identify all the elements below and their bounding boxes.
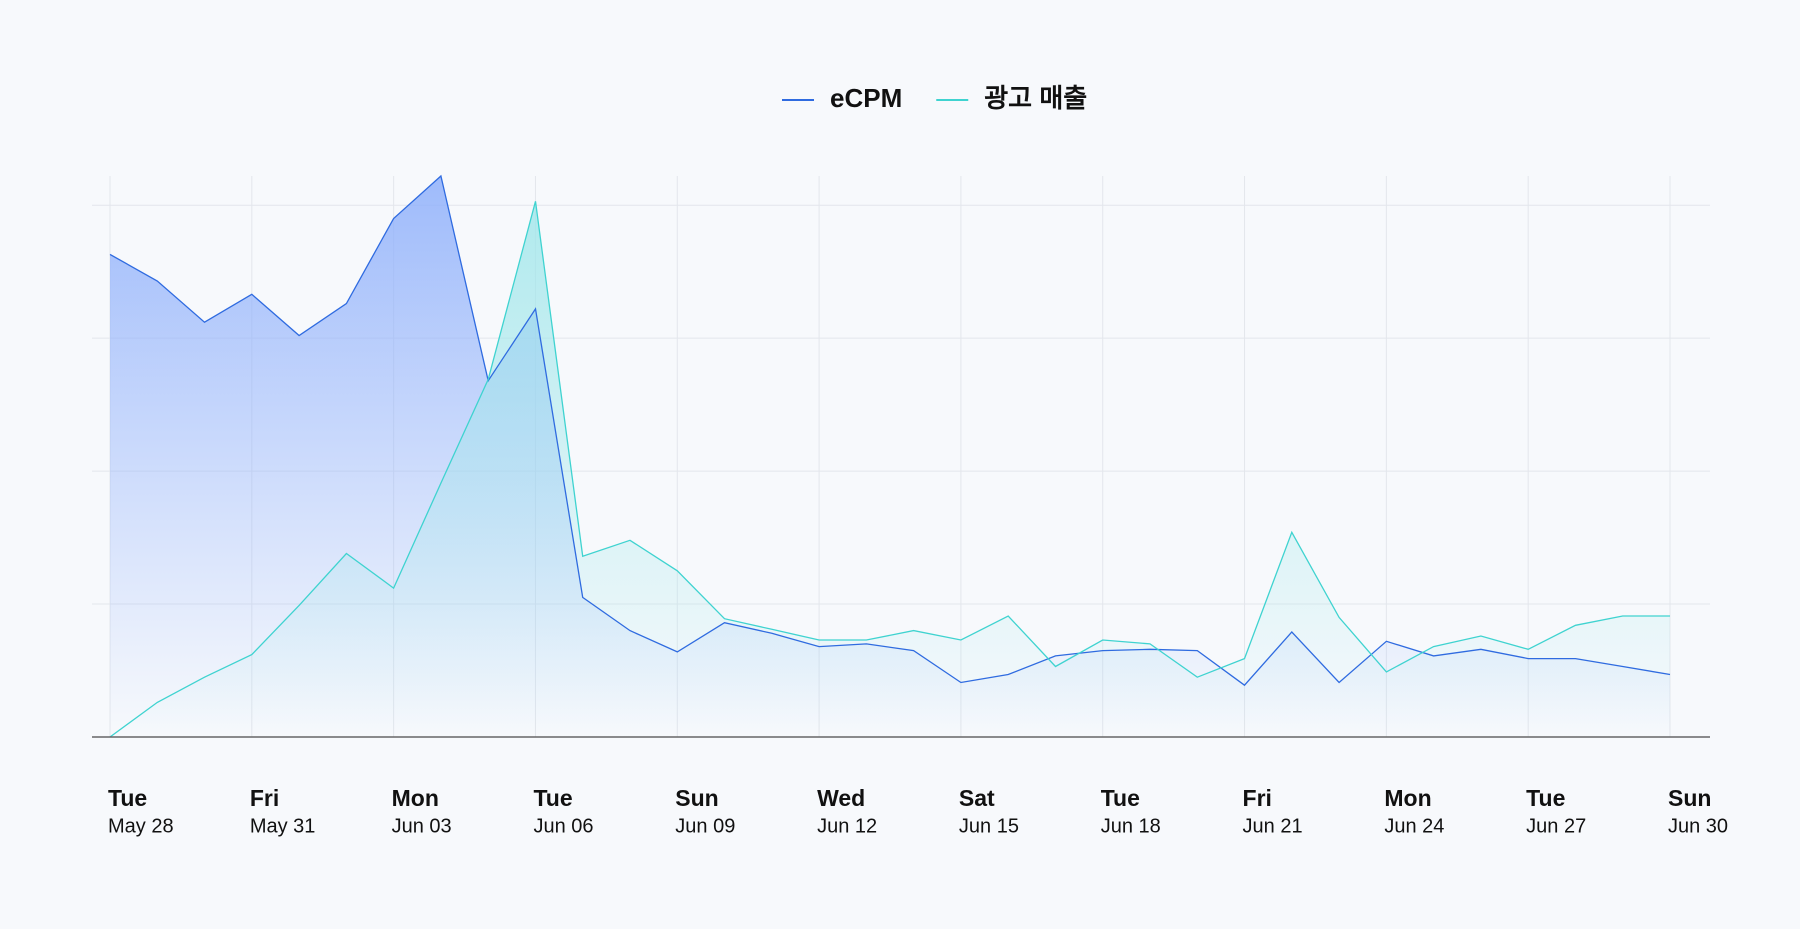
x-tick-weekday: Tue (108, 785, 147, 811)
x-tick-weekday: Tue (533, 785, 572, 811)
x-tick-label: Jun 03 (392, 815, 452, 837)
x-tick-weekday: Mon (392, 785, 439, 811)
x-tick-weekday: Mon (1384, 785, 1431, 811)
x-tick-weekday: Fri (1243, 785, 1272, 811)
series-line (109, 201, 1670, 738)
x-tick-label: Jun 12 (817, 815, 877, 837)
x-tick-weekday: Wed (817, 785, 865, 811)
x-tick-label: May 31 (250, 815, 316, 837)
x-tick-label: Jun 30 (1668, 815, 1728, 837)
series-line (109, 174, 1671, 687)
x-tick-label: Jun 21 (1243, 815, 1303, 837)
x-tick-weekday: Sun (675, 785, 718, 811)
x-tick-label: Jun 06 (533, 815, 593, 837)
x-tick-label: Jun 27 (1526, 815, 1586, 837)
x-tick-weekday: Sun (1668, 785, 1711, 811)
x-tick-weekday: Fri (250, 785, 279, 811)
x-tick-weekday: Tue (1526, 785, 1565, 811)
x-tick-weekday: Sat (959, 785, 995, 811)
x-tick-label: Jun 15 (959, 815, 1019, 837)
legend-label: 광고 매출 (984, 83, 1087, 113)
x-tick-weekday: Tue (1101, 785, 1140, 811)
legend-label: eCPM (830, 83, 902, 113)
x-tick-label: Jun 18 (1101, 815, 1161, 837)
x-tick-label: Jun 24 (1384, 815, 1444, 837)
x-tick-label: Jun 09 (675, 815, 735, 837)
x-tick-label: May 28 (108, 815, 174, 837)
